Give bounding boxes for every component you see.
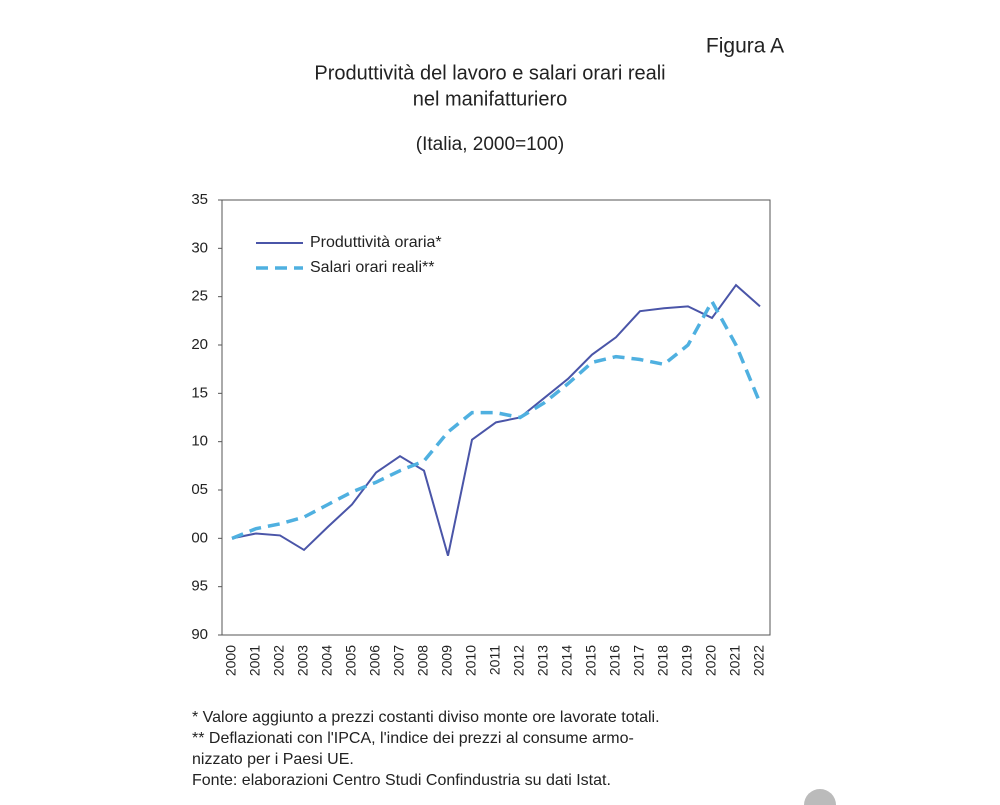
x-tick-label: 2015	[583, 645, 599, 676]
x-tick-label: 2004	[319, 645, 335, 676]
plot-frame	[221, 199, 771, 636]
y-tick-label: 15	[191, 384, 208, 401]
x-tick-label: 2020	[703, 645, 719, 676]
chart-title: nel manifatturiero	[413, 88, 568, 110]
x-tick-label: 2018	[655, 645, 671, 676]
y-tick-label: 05	[191, 481, 208, 498]
y-tick-label: 00	[191, 529, 208, 546]
x-tick-label: 2013	[535, 645, 551, 676]
x-tick-label: 2009	[439, 645, 455, 676]
x-tick-label: 2008	[415, 645, 431, 676]
y-tick-label: 95	[191, 578, 208, 595]
x-tick-label: 2021	[727, 645, 743, 676]
x-tick-label: 2005	[343, 645, 359, 676]
legend-label: Salari orari reali**	[310, 259, 435, 276]
x-tick-label: 2006	[367, 645, 383, 676]
legend-label: Produttività oraria*	[310, 234, 442, 251]
x-tick-label: 2010	[463, 645, 479, 676]
x-tick-label: 2019	[679, 645, 695, 676]
x-tick-label: 2007	[391, 645, 407, 676]
decoration	[804, 789, 836, 805]
footnote: * Valore aggiunto a prezzi costanti divi…	[192, 709, 660, 726]
x-tick-label: 2001	[247, 645, 263, 676]
footnote: Fonte: elaborazioni Centro Studi Confind…	[192, 772, 611, 789]
series-line	[231, 297, 762, 540]
y-tick-label: 90	[191, 626, 208, 643]
x-tick-label: 2022	[751, 645, 767, 676]
footnote: ** Deflazionati con l'IPCA, l'indice dei…	[192, 730, 634, 747]
y-tick-label: 10	[191, 433, 208, 450]
chart-title: Produttività del lavoro e salari orari r…	[314, 62, 665, 84]
y-tick-label: 35	[191, 191, 208, 208]
series-line	[231, 283, 761, 557]
x-tick-label: 2011	[487, 645, 503, 675]
chart-subtitle: (Italia, 2000=100)	[416, 134, 564, 155]
footnote: nizzato per i Paesi UE.	[192, 751, 354, 768]
x-tick-label: 2012	[511, 645, 527, 676]
y-tick-label: 25	[191, 288, 208, 305]
x-tick-label: 2002	[271, 645, 287, 676]
x-tick-label: 2003	[295, 645, 311, 676]
x-tick-label: 2016	[607, 645, 623, 676]
x-tick-label: 2014	[559, 645, 575, 676]
x-tick-label: 2017	[631, 645, 647, 676]
x-tick-label: 2000	[223, 645, 239, 676]
figure-label: Figura A	[706, 35, 784, 58]
y-tick-label: 20	[191, 336, 208, 353]
y-tick-label: 30	[191, 239, 208, 256]
